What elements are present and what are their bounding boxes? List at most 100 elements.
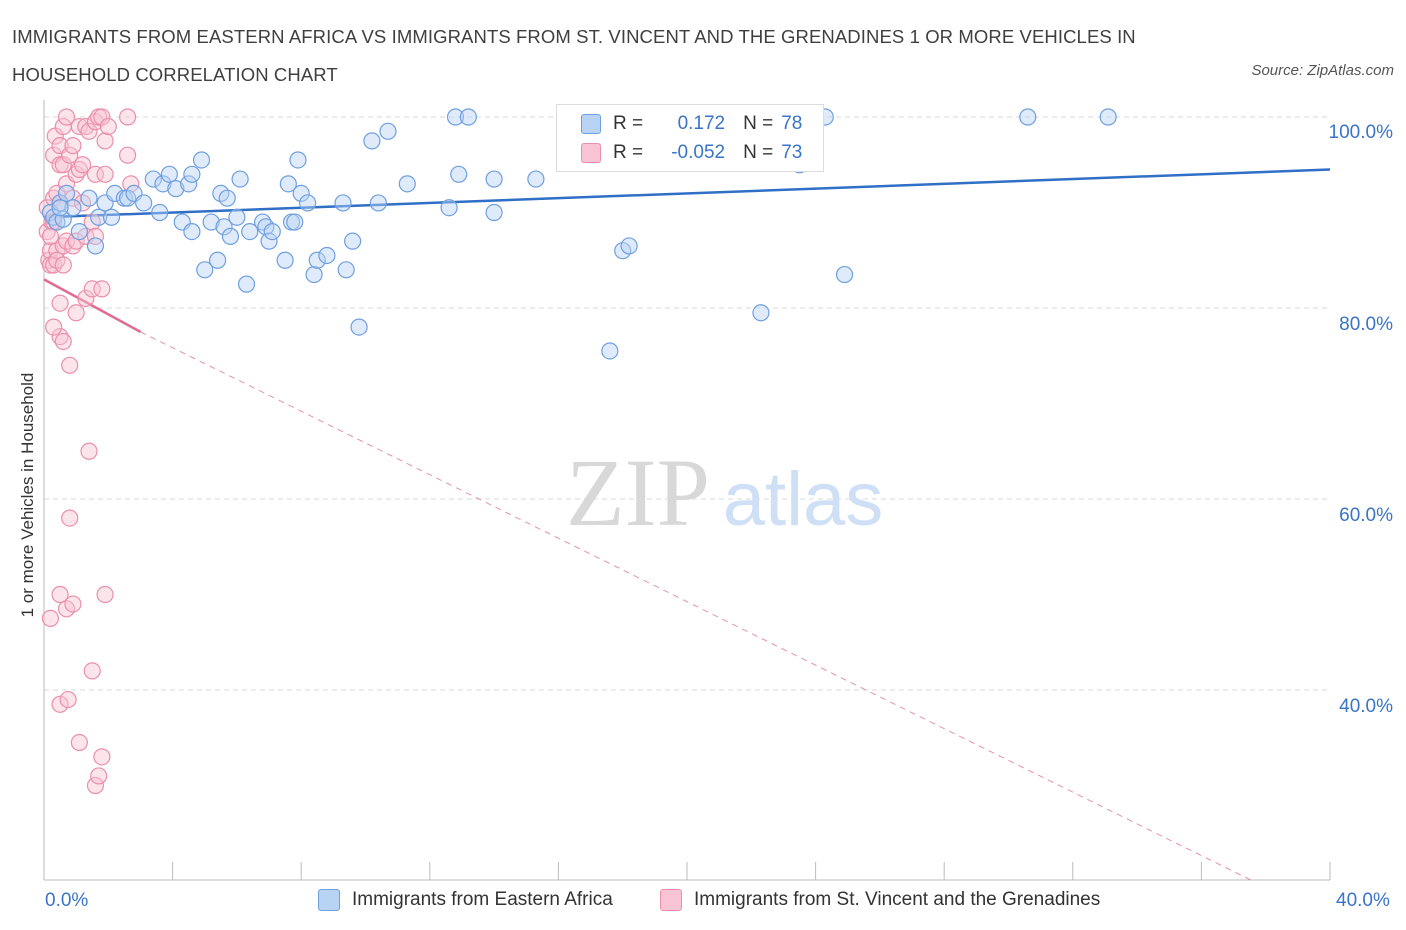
blue-point: [260, 232, 278, 250]
blue-point: [215, 218, 233, 236]
blue-point: [231, 170, 249, 188]
blue-point: [151, 203, 169, 222]
watermark-atlas: atlas: [723, 457, 884, 542]
legend-swatch-blue: [318, 889, 340, 911]
blue-point: [241, 223, 259, 241]
blue-point: [202, 213, 220, 231]
blue-trend: [43, 168, 1331, 219]
blue-point: [180, 175, 198, 193]
n-value-blue: 78: [781, 113, 803, 134]
blue-point: [209, 251, 227, 269]
blue-point: [286, 213, 304, 231]
pink-point: [93, 108, 111, 126]
legend-row-pink: R = -0.052 N = 73: [581, 140, 802, 166]
blue-point: [154, 175, 172, 193]
blue-point: [308, 251, 326, 269]
x-tick-label-max: 40.0%: [1336, 890, 1390, 911]
pink-trend: [43, 278, 1254, 882]
series-name-pink: Immigrants from St. Vincent and the Gren…: [694, 889, 1101, 910]
r-value-blue: 0.172: [677, 113, 726, 134]
blue-point: [379, 122, 397, 140]
blue-point: [299, 194, 317, 212]
pink-point: [64, 595, 82, 613]
blue-point: [192, 151, 211, 169]
blue-point: [334, 194, 352, 212]
blue-point: [620, 237, 638, 255]
pink-point: [67, 165, 85, 183]
blue-point: [70, 223, 88, 241]
pink-point: [51, 695, 69, 713]
pink-point: [96, 165, 114, 183]
pink-point: [93, 748, 111, 766]
blue-point: [337, 261, 355, 279]
blue-point: [135, 194, 153, 212]
blue-point: [183, 223, 201, 241]
stats-legend: R = 0.172 N = 78 R = -0.052 N = 73: [556, 104, 824, 172]
blue-point: [305, 265, 323, 284]
pink-point: [86, 776, 105, 795]
blue-point: [106, 184, 124, 202]
pink-point: [45, 318, 63, 336]
pink-point: [51, 328, 69, 346]
pink-point: [70, 160, 88, 179]
pink-point: [64, 237, 82, 255]
watermark-zip: ZIP: [566, 439, 710, 546]
blue-point: [57, 184, 76, 202]
pink-point: [77, 289, 95, 308]
blue-point: [90, 208, 108, 226]
blue-point: [318, 246, 336, 265]
blue-point: [218, 189, 236, 207]
blue-points: [41, 108, 1117, 360]
gridlines: [44, 116, 1330, 691]
blue-point: [344, 232, 362, 250]
pink-point: [64, 137, 82, 155]
r-label-pink: R =: [613, 142, 644, 163]
blue-point: [446, 108, 465, 126]
y-tick-label: 100.0%: [1328, 122, 1393, 143]
blue-point: [459, 108, 477, 126]
blue-point: [601, 342, 619, 360]
pink-point: [67, 232, 85, 250]
pink-point: [80, 122, 98, 140]
blue-point: [527, 170, 545, 188]
n-label-blue: N =: [743, 113, 774, 134]
r-value-pink: -0.052: [671, 142, 726, 163]
blue-point: [228, 208, 246, 226]
series-legend-pink: Immigrants from St. Vincent and the Gren…: [660, 889, 1100, 911]
blue-point: [86, 237, 105, 255]
pink-point: [51, 294, 69, 312]
source-credit: Source: ZipAtlas.com: [1251, 62, 1394, 79]
y-tick-label: 40.0%: [1339, 696, 1393, 717]
blue-point: [167, 180, 185, 198]
pink-point: [59, 690, 77, 709]
blue-point: [369, 194, 387, 212]
pink-point: [45, 256, 63, 274]
blue-point: [1019, 108, 1037, 126]
blue-point: [485, 170, 503, 188]
blue-point: [102, 208, 121, 226]
blue-point: [289, 151, 307, 169]
x-tick-label-min: 0.0%: [45, 890, 89, 911]
legend-swatch-blue: [581, 114, 601, 134]
y-tick-label: 60.0%: [1339, 505, 1393, 526]
pink-point: [86, 227, 105, 245]
pink-point: [73, 156, 92, 174]
blue-point: [450, 165, 468, 183]
blue-point: [440, 199, 458, 217]
pink-points: [38, 108, 140, 795]
legend-row-blue: R = 0.172 N = 78: [581, 111, 802, 137]
blue-point: [263, 223, 281, 241]
blue-point: [363, 132, 381, 150]
blue-point: [237, 275, 256, 293]
pink-point: [80, 442, 98, 460]
pink-point: [70, 117, 88, 136]
blue-point: [292, 184, 310, 202]
blue-point: [485, 203, 503, 222]
blue-trend-line: [43, 168, 1331, 219]
pink-point: [122, 175, 140, 193]
blue-point: [276, 251, 294, 269]
pink-point: [41, 242, 60, 260]
series-name-blue: Immigrants from Eastern Africa: [352, 889, 613, 910]
blue-point: [51, 194, 69, 212]
pink-point: [96, 585, 114, 604]
